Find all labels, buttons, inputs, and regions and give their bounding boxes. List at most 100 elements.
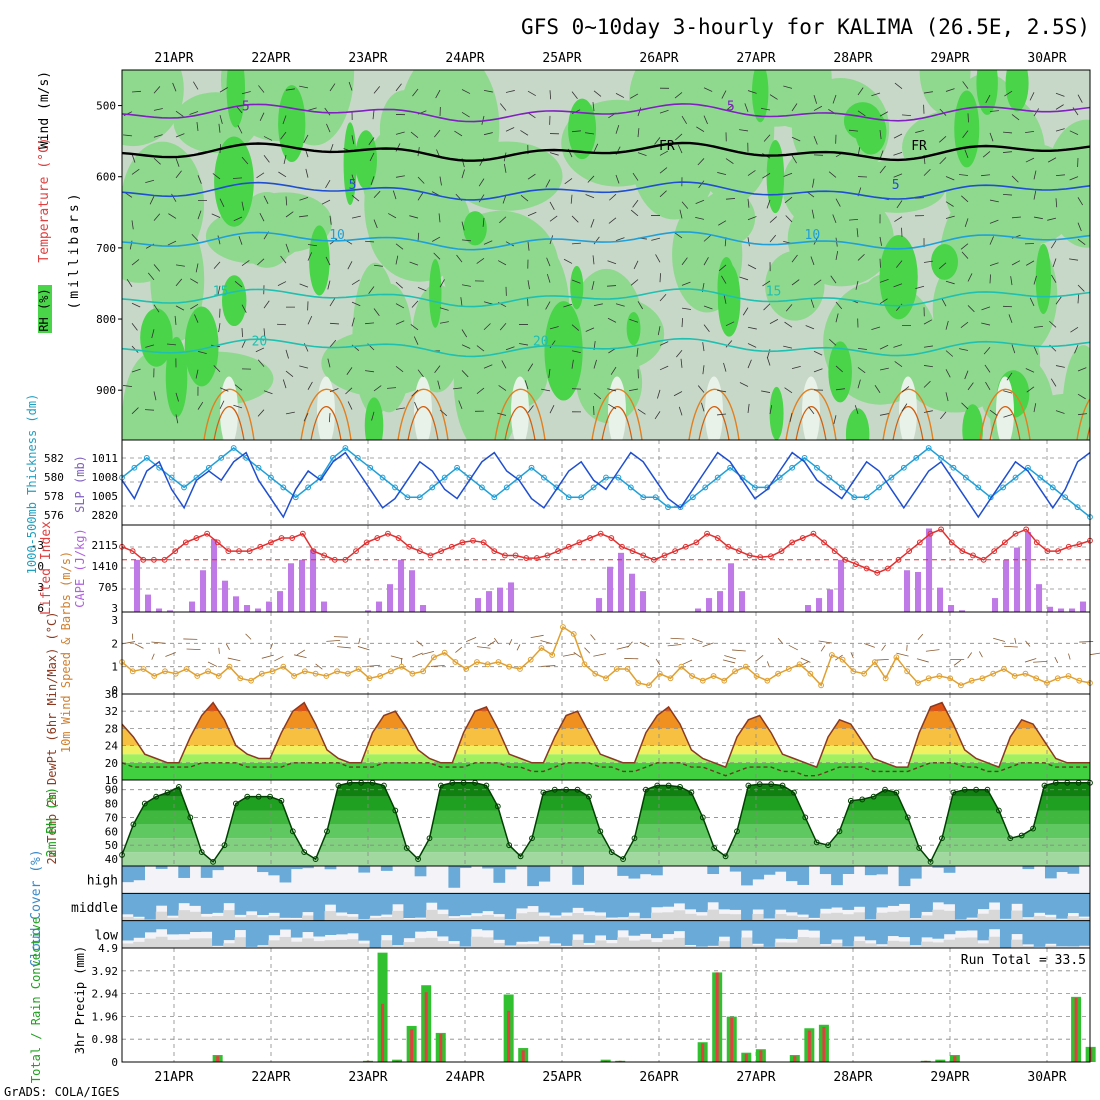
cloud-cover-bar [876, 893, 888, 908]
cloud-cover-bar [493, 866, 506, 883]
wind-barb [175, 133, 185, 138]
wind-barb [1077, 393, 1086, 400]
cloud-gap-bar [200, 916, 213, 921]
wind-barb [923, 91, 933, 94]
thickness-point [255, 464, 262, 471]
lifted-index-point [661, 552, 668, 559]
cloud-cover-bar [290, 920, 303, 938]
wind-barb-10m [1033, 660, 1048, 663]
wind-barb [131, 259, 140, 266]
wind-barb [874, 385, 881, 393]
cloud-cover-bar [1078, 893, 1091, 917]
rh2m-point [756, 781, 763, 788]
lifted-index-point [991, 548, 998, 554]
wind-barb [571, 359, 574, 369]
lifted-index-point [693, 539, 700, 546]
cloud-gap-bar [459, 917, 472, 921]
cape-bar [948, 605, 955, 612]
cloud-cover-bar [864, 866, 877, 876]
precip-tick-label: 0.98 [92, 1033, 119, 1046]
wind-barb [592, 255, 595, 265]
wind-barb-10m [494, 637, 499, 645]
contour-label: FR [911, 139, 927, 154]
wind-barb [945, 350, 954, 357]
wind-speed-point [334, 668, 341, 675]
wind-speed-point [635, 680, 642, 686]
thickness-point [379, 474, 386, 481]
cloud-gap-bar [594, 940, 607, 948]
cloud-cover-bar [369, 893, 382, 916]
cloud-gap-bar [572, 912, 584, 921]
li-axis-label: Lifted Index [39, 521, 54, 615]
cloud-gap-bar [977, 913, 990, 921]
cloud-gap-bar [448, 943, 461, 948]
cape-bar [398, 559, 405, 612]
wind-barb [527, 211, 537, 217]
rh-tick-label: 70 [105, 811, 118, 824]
wind-barb [681, 257, 688, 266]
wind-barb [680, 358, 683, 368]
thickness-point [627, 484, 634, 491]
cloud-cover-bar [212, 866, 224, 871]
cloud-gap-bar [887, 940, 900, 948]
wind-barb [256, 172, 265, 179]
wind-barb [373, 385, 382, 392]
wind-speed-point [1054, 675, 1061, 682]
wind-barb [717, 389, 727, 393]
wind-barb [501, 360, 507, 369]
wind-barb-10m [874, 658, 889, 661]
rh2m-point [392, 807, 399, 814]
lifted-index-point [980, 556, 987, 563]
wind-speed-point [882, 675, 889, 682]
rh2m-point [574, 786, 581, 793]
wind-barb [893, 283, 903, 288]
wind-barb [637, 107, 642, 117]
cape-bar [200, 570, 207, 612]
rh2m-point [802, 814, 809, 821]
wind-barb [769, 234, 777, 243]
thickness-line [121, 447, 1091, 518]
cloud-gap-bar [943, 939, 956, 948]
precip-total-bar [935, 1059, 946, 1062]
cloud-cover-bar [538, 893, 551, 913]
wind-barb [923, 380, 931, 388]
wind-barb [989, 110, 999, 112]
wind-barb [674, 92, 683, 99]
wind-speed-line [121, 625, 1091, 687]
cloud-gap-bar [302, 938, 314, 948]
wind-barb [923, 365, 933, 368]
wind-barb [299, 283, 309, 288]
wind-barb [364, 240, 375, 243]
wind-barb [659, 273, 661, 283]
wind-barb-10m [261, 654, 274, 659]
wind-barb-10m [530, 634, 544, 639]
rh2m-point [381, 782, 387, 789]
cloud-gap-bar [482, 914, 494, 921]
wind-speed-point [366, 675, 373, 682]
thickness-point [851, 494, 858, 501]
cloud-gap-bar [245, 915, 258, 921]
rh-region-high [544, 301, 583, 401]
cloud-cover-bar [279, 893, 292, 918]
cloud-gap-bar [718, 913, 731, 921]
lifted-index-point [682, 543, 689, 550]
wind-barb [762, 280, 771, 287]
cloud-cover-bar [797, 866, 810, 885]
wind-barb [197, 210, 202, 220]
lifted-index-point [916, 539, 923, 546]
wind-barb [678, 406, 683, 416]
rh2m-point [973, 786, 980, 793]
wind-barb [923, 345, 933, 348]
rh-band [122, 852, 1090, 866]
wind-speed-point [1001, 666, 1007, 672]
wind-barb [1049, 320, 1057, 328]
date-label-top: 21APR [154, 51, 193, 66]
cloud-gap-bar [853, 912, 866, 921]
cloud-gap-bar [133, 941, 146, 948]
wind-barb [630, 279, 639, 286]
cape-frame [121, 524, 1091, 613]
cloud-row-label: low [95, 928, 119, 943]
lifted-index-point [597, 530, 604, 537]
wind-barb [675, 349, 683, 358]
